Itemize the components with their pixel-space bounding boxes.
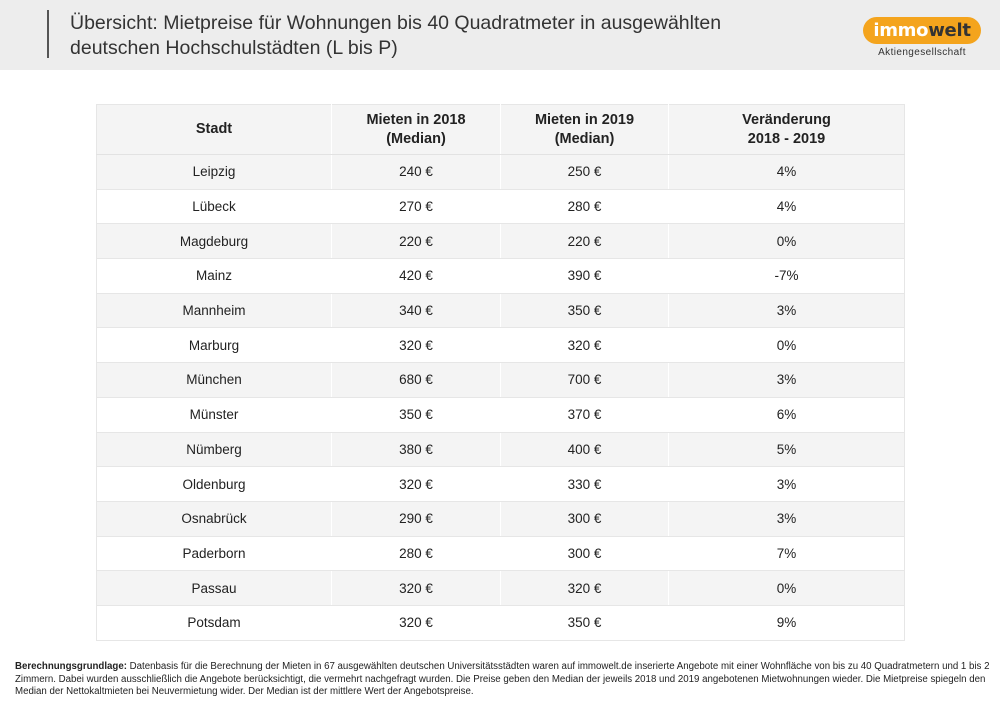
immowelt-logo[interactable]: immowelt [863,17,981,44]
header-city-label: Stadt [195,121,233,137]
cell-rent-2018: 680 € [331,362,501,398]
logo-part-2: welt [928,20,971,41]
table-row: München 680 €700 €3% [96,362,905,398]
table-row: Münster 350 €370 €6% [96,397,905,433]
table-row: Magdeburg 220 €220 €0% [96,223,905,260]
cell-rent-2018: 320 € [331,466,501,502]
footnote: Berechnungsgrundlage: Datenbasis für die… [15,661,990,699]
table-row: Oldenburg 320 €330 €3% [96,466,905,502]
cell-change: 3% [668,362,905,398]
title-line-2: deutschen Hochschulstädten (L bis P) [70,37,398,59]
cell-change: 6% [668,397,905,433]
header-accent-bar [47,10,49,58]
header: Übersicht: Mietpreise für Wohnungen bis … [0,0,1000,70]
cell-change: 9% [668,605,905,641]
cell-rent-2018: 320 € [331,327,501,364]
table-row: Passau 320 €320 €0% [96,570,905,606]
cell-change: 0% [668,570,905,606]
cell-city: Mainz [96,258,332,294]
cell-rent-2018: 270 € [331,189,501,225]
header-change: Veränderung 2018 - 2019 [668,104,905,155]
table-row: Lübeck 270 €280 €4% [96,189,905,225]
cell-rent-2019: 280 € [500,189,669,225]
cell-city: Mannheim [96,293,332,329]
cell-city: Magdeburg [96,223,332,260]
cell-rent-2019: 370 € [500,397,669,433]
cell-rent-2019: 300 € [500,501,669,537]
cell-rent-2018: 340 € [331,293,501,329]
cell-rent-2019: 250 € [500,154,669,190]
cell-change: 3% [668,501,905,537]
header-rent-2019: Mieten in 2019 (Median) [500,104,669,155]
cell-city: Leipzig [96,154,332,190]
cell-rent-2019: 390 € [500,258,669,294]
cell-change: 5% [668,432,905,468]
cell-rent-2018: 320 € [331,570,501,606]
table-row: Osnabrück 290 €300 €3% [96,501,905,537]
footnote-text: Datenbasis für die Berechnung der Mieten… [15,661,990,697]
cell-city: Münster [96,397,332,433]
cell-city: München [96,362,332,398]
cell-city: Lübeck [96,189,332,225]
header-city: Stadt [96,104,332,155]
cell-change: -7% [668,258,905,294]
cell-city: Nümberg [96,432,332,468]
cell-change: 7% [668,536,905,572]
cell-rent-2019: 320 € [500,327,669,364]
cell-city: Marburg [96,327,332,364]
cell-rent-2018: 280 € [331,536,501,572]
header-change-line1: Veränderung [742,111,831,128]
header-rent-2019-line2: (Median) [554,130,615,147]
title-line-1: Übersicht: Mietpreise für Wohnungen bis … [70,12,722,34]
table-row: Leipzig 240 €250 €4% [96,154,905,190]
table-header-row: Stadt Mieten in 2018 (Median) Mieten in … [96,104,905,155]
cell-rent-2018: 420 € [331,258,501,294]
table-row: Paderborn 280 €300 €7% [96,536,905,572]
cell-rent-2019: 320 € [500,570,669,606]
cell-rent-2019: 350 € [500,293,669,329]
page-title: Übersicht: Mietpreise für Wohnungen bis … [70,11,830,61]
cell-rent-2018: 220 € [331,223,501,260]
cell-rent-2018: 350 € [331,397,501,433]
cell-rent-2019: 400 € [500,432,669,468]
table-row: Potsdam 320 €350 €9% [96,605,905,641]
logo-subtitle: Aktiengesellschaft [878,47,966,58]
cell-city: Oldenburg [96,466,332,502]
cell-change: 0% [668,327,905,364]
cell-rent-2019: 220 € [500,223,669,260]
cell-city: Osnabrück [96,501,332,537]
cell-rent-2018: 240 € [331,154,501,190]
cell-rent-2018: 290 € [331,501,501,537]
header-rent-2018-line2: (Median) [386,130,446,147]
cell-city: Passau [96,570,332,606]
cell-rent-2019: 700 € [500,362,669,398]
cell-city: Potsdam [96,605,332,641]
cell-change: 4% [668,154,905,190]
logo-part-1: immo [873,20,929,41]
table-row: Mainz 420 €390 € -7% [96,258,905,294]
cell-change: 3% [668,293,905,329]
cell-rent-2019: 330 € [500,466,669,502]
cell-city: Paderborn [96,536,332,572]
table-row: Nümberg 380 €400 €5% [96,432,905,468]
cell-rent-2018: 320 € [331,605,501,641]
cell-change: 0% [668,223,905,260]
cell-change: 3% [668,466,905,502]
table-body: Leipzig 240 €250 €4% Lübeck 270 €280 €4% Mag… [96,154,905,641]
header-rent-2019-line1: Mieten in 2019 [534,111,635,128]
table-row: Marburg 320 €320 €0% [96,327,905,364]
header-change-line2: 2018 - 2019 [747,130,826,147]
header-rent-2018: Mieten in 2018 (Median) [331,104,501,155]
cell-rent-2018: 380 € [331,432,501,468]
rent-table: Stadt Mieten in 2018 (Median) Mieten in … [96,104,905,641]
table-row: Mannheim 340 €350 €3% [96,293,905,329]
footnote-label: Berechnungsgrundlage: [15,661,127,672]
cell-rent-2019: 300 € [500,536,669,572]
header-rent-2018-line1: Mieten in 2018 [366,111,466,128]
cell-rent-2019: 350 € [500,605,669,641]
cell-change: 4% [668,189,905,225]
